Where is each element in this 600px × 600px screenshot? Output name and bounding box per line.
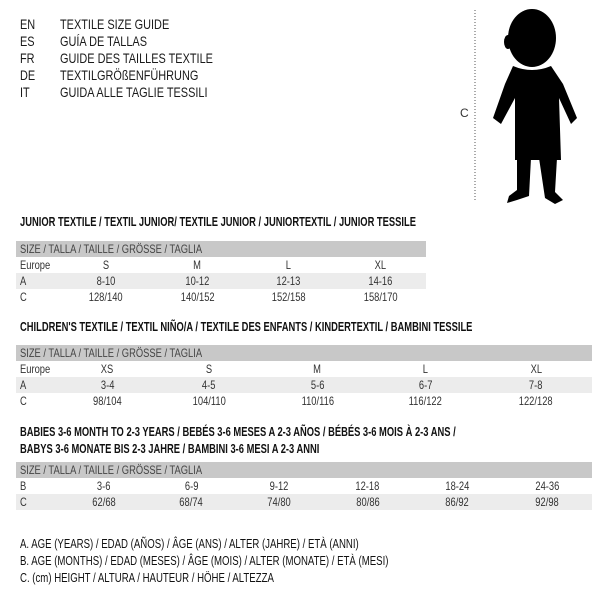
table-cell: 68/74 xyxy=(147,494,236,510)
table-cell: 158/170 xyxy=(363,290,398,304)
title-text: TEXTILE SIZE GUIDE xyxy=(60,16,170,32)
row-label: A xyxy=(16,377,60,393)
table-cell: 98/104 xyxy=(92,394,122,408)
table-cell: 12-13 xyxy=(243,273,335,289)
table-cell: 18-24 xyxy=(445,479,470,493)
table-header: SIZE / TALLA / TAILLE / GRÖSSE / TAGLIA xyxy=(16,345,592,361)
row-label: A xyxy=(16,273,60,289)
babies-title-line1: BABIES 3-6 MONTH TO 2-3 YEARS / BEBÉS 3-… xyxy=(20,424,456,439)
row-label: C xyxy=(20,290,27,304)
table-row: C 98/104 104/110 110/116 116/122 122/128 xyxy=(16,393,592,409)
table-cell: S xyxy=(102,258,109,272)
title-text: GUIDA ALLE TAGLIE TESSILI xyxy=(60,84,208,100)
table-cell: 122/128 xyxy=(519,394,554,408)
table-cell: 86/92 xyxy=(412,494,503,510)
table-cell: S xyxy=(206,362,213,376)
table-header: SIZE / TALLA / TAILLE / GRÖSSE / TAGLIA xyxy=(16,462,592,478)
children-size-table: SIZE / TALLA / TAILLE / GRÖSSE / TAGLIA … xyxy=(16,345,592,409)
row-label: Europe xyxy=(20,362,51,376)
table-cell: 3-4 xyxy=(60,377,155,393)
size-header: SIZE / TALLA / TAILLE / GRÖSSE / TAGLIA xyxy=(20,346,203,360)
table-cell: 6-7 xyxy=(370,377,481,393)
babies-title-line2: BABYS 3-6 MONATE BIS 2-3 JAHRE / BAMBINI… xyxy=(20,441,320,456)
table-cell: 74/80 xyxy=(235,494,323,510)
lang-code: IT xyxy=(20,84,30,100)
table-cell: 3-6 xyxy=(97,479,111,493)
legend-c: C. (cm) HEIGHT / ALTURA / HAUTEUR / HÖHE… xyxy=(20,570,274,585)
lang-code: EN xyxy=(20,16,36,32)
table-cell: 14-16 xyxy=(334,273,426,289)
table-row: C 62/68 68/74 74/80 80/86 86/92 92/98 xyxy=(16,494,592,510)
table-cell: 80/86 xyxy=(322,494,413,510)
table-header: SIZE / TALLA / TAILLE / GRÖSSE / TAGLIA xyxy=(16,241,426,257)
table-cell: 5-6 xyxy=(263,377,371,393)
table-cell: M xyxy=(193,258,202,272)
table-cell: XS xyxy=(100,362,114,376)
table-cell: 128/140 xyxy=(88,290,123,304)
table-cell: 152/158 xyxy=(271,290,306,304)
table-row: C 128/140 140/152 152/158 158/170 xyxy=(16,289,426,305)
table-cell: 116/122 xyxy=(409,394,443,408)
junior-size-table: SIZE / TALLA / TAILLE / GRÖSSE / TAGLIA … xyxy=(16,241,426,305)
junior-title: JUNIOR TEXTILE / TEXTIL JUNIOR/ TEXTILE … xyxy=(20,214,416,229)
table-row: B 3-6 6-9 9-12 12-18 18-24 24-36 xyxy=(16,478,592,494)
legend-a: A. AGE (YEARS) / EDAD (AÑOS) / ÂGE (ANS)… xyxy=(20,536,359,551)
table-cell: 110/116 xyxy=(301,394,334,408)
lang-code: ES xyxy=(20,33,35,49)
table-cell: 104/110 xyxy=(192,394,226,408)
row-label: C xyxy=(16,494,60,510)
table-row: A 8-10 10-12 12-13 14-16 xyxy=(16,273,426,289)
table-cell: M xyxy=(313,362,322,376)
title-text: GUÍA DE TALLAS xyxy=(60,33,147,49)
table-row: A 3-4 4-5 5-6 6-7 7-8 xyxy=(16,377,592,393)
table-cell: 8-10 xyxy=(60,273,152,289)
table-cell: L xyxy=(286,258,292,272)
title-text: TEXTILGRÖßENFÜHRUNG xyxy=(60,67,199,83)
table-cell: 12-18 xyxy=(355,479,380,493)
size-header: SIZE / TALLA / TAILLE / GRÖSSE / TAGLIA xyxy=(20,463,203,477)
table-cell: 9-12 xyxy=(269,479,289,493)
table-cell: 140/152 xyxy=(180,290,215,304)
lang-code: FR xyxy=(20,50,35,66)
lang-code: DE xyxy=(20,67,36,83)
table-cell: 7-8 xyxy=(480,377,592,393)
table-row: Europe XS S M L XL xyxy=(16,361,592,377)
legend-b: B. AGE (MONTHS) / EDAD (MESES) / ÂGE (MO… xyxy=(20,553,389,568)
row-label: B xyxy=(20,479,27,493)
table-cell: 92/98 xyxy=(502,494,592,510)
children-title: CHILDREN'S TEXTILE / TEXTIL NIÑO/A / TEX… xyxy=(20,319,473,334)
table-cell: XL xyxy=(530,362,542,376)
table-cell: L xyxy=(422,362,429,376)
row-label: C xyxy=(20,394,27,408)
table-cell: XL xyxy=(374,258,386,272)
babies-size-table: SIZE / TALLA / TAILLE / GRÖSSE / TAGLIA … xyxy=(16,462,592,510)
child-silhouette-icon xyxy=(474,9,577,204)
size-header: SIZE / TALLA / TAILLE / GRÖSSE / TAGLIA xyxy=(20,242,203,256)
table-cell: 6-9 xyxy=(184,479,199,493)
title-text: GUIDE DES TAILLES TEXTILE xyxy=(60,50,213,66)
row-label: Europe xyxy=(20,258,51,272)
table-cell: 24-36 xyxy=(535,479,560,493)
child-silhouette-figure: C xyxy=(455,0,600,210)
measure-label: C xyxy=(460,106,469,120)
table-row: Europe S M L XL xyxy=(16,257,426,273)
table-cell: 4-5 xyxy=(154,377,264,393)
table-cell: 10-12 xyxy=(151,273,243,289)
table-cell: 62/68 xyxy=(60,494,148,510)
